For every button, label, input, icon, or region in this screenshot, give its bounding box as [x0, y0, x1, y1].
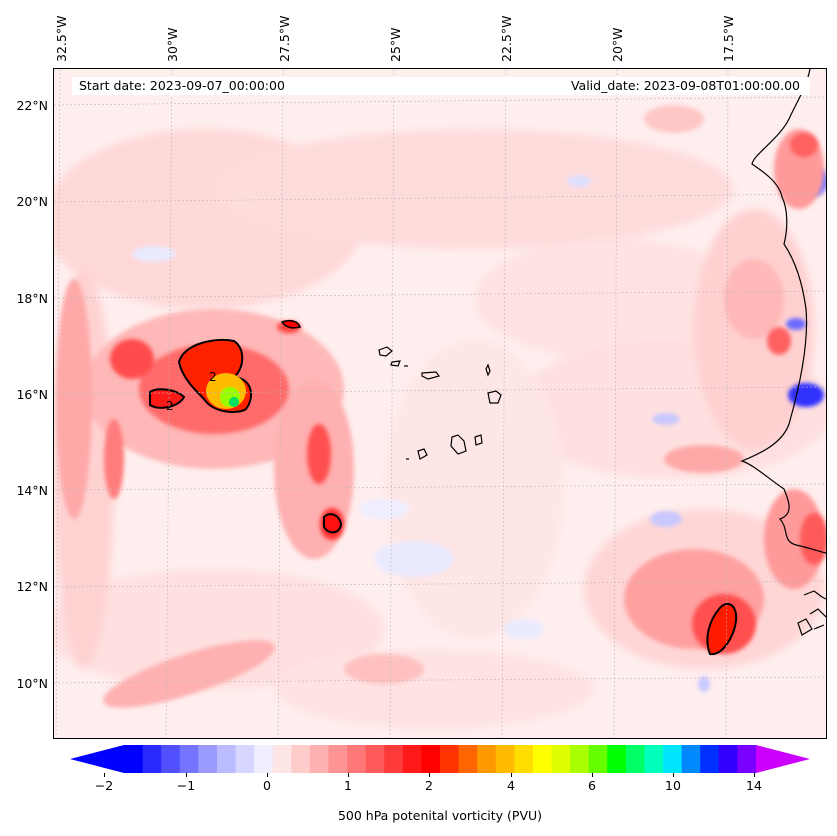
tick-label: 14 — [746, 778, 762, 793]
lat-label-22n: 22°N — [16, 98, 48, 113]
colorbar-swatch — [495, 745, 515, 773]
colorbar-swatch — [124, 745, 144, 773]
colorbar-swatch — [142, 745, 162, 773]
map-panel[interactable]: 2 2 Start date: 2023-09-07_00:00:00 Vali… — [53, 68, 827, 739]
colorbar-extend-low — [70, 745, 124, 773]
tick-label: −2 — [94, 778, 114, 793]
colorbar-swatch — [551, 745, 571, 773]
tick-label: 2 — [425, 778, 433, 793]
colorbar-swatch — [254, 745, 274, 773]
africa-coastline — [740, 69, 826, 554]
colorbar-swatch — [291, 745, 311, 773]
tick-label: 1 — [344, 778, 352, 793]
lat-label-10n: 10°N — [16, 676, 48, 691]
colorbar-swatch — [681, 745, 701, 773]
tick-mark — [429, 773, 430, 777]
colorbar-swatch — [588, 745, 608, 773]
tick-mark — [754, 773, 755, 777]
tick-mark — [673, 773, 674, 777]
lat-label-16n: 16°N — [16, 387, 48, 402]
colorbar-swatch — [440, 745, 460, 773]
colorbar-swatch — [458, 745, 478, 773]
tick-mark — [267, 773, 268, 777]
tick-label: 4 — [507, 778, 515, 793]
lat-label-14n: 14°N — [16, 483, 48, 498]
colorbar-swatch — [272, 745, 292, 773]
valid-date-label: Valid_date: 2023-09-08T01:00:00.00 — [570, 78, 800, 93]
tick-label: 10 — [665, 778, 681, 793]
colorbar-swatch — [216, 745, 237, 773]
lat-label-20n: 20°N — [16, 194, 48, 209]
colorbar-extend-high — [756, 745, 810, 773]
colorbar-swatch — [179, 745, 199, 773]
colorbar-swatch — [347, 745, 367, 773]
colorbar-swatch — [644, 745, 664, 773]
colorbar-swatch — [384, 745, 404, 773]
colorbar-swatch — [663, 745, 683, 773]
cape-verde-islands — [378, 346, 502, 460]
tick-mark — [186, 773, 187, 777]
lon-label-30w: 30°W — [165, 27, 180, 62]
lon-label-17.5w: 17.5°W — [721, 15, 736, 62]
start-date-label: Start date: 2023-09-07_00:00:00 — [79, 78, 285, 93]
colorbar-swatch — [737, 745, 757, 773]
date-info-bar — [72, 77, 810, 95]
colorbar-swatch — [161, 745, 181, 773]
colorbar-swatch — [365, 745, 385, 773]
tick-mark — [104, 773, 105, 777]
tick-mark — [348, 773, 349, 777]
colorbar-swatch — [570, 745, 590, 773]
graticule — [54, 69, 826, 738]
bijagos-coastline — [797, 590, 826, 636]
tick-label: −1 — [176, 778, 196, 793]
contour-label: 2 — [166, 399, 174, 413]
lon-label-27.5w: 27.5°W — [277, 15, 292, 62]
colorbar-swatch — [309, 745, 329, 773]
colorbar-swatch — [625, 745, 645, 773]
tick-label: 6 — [588, 778, 596, 793]
colorbar — [70, 745, 810, 773]
contour-label: 2 — [209, 370, 217, 384]
tick-mark — [592, 773, 593, 777]
colorbar-segments — [124, 745, 757, 773]
colorbar-swatch — [402, 745, 422, 773]
lon-label-25w: 25°W — [388, 27, 403, 62]
colorbar-swatch — [477, 745, 497, 773]
lon-label-32.5w: 32.5°W — [54, 15, 69, 62]
pv-maximum-core — [149, 319, 738, 656]
colorbar-swatch — [328, 745, 348, 773]
colorbar-swatch — [700, 745, 720, 773]
lon-label-22.5w: 22.5°W — [499, 15, 514, 62]
colorbar-swatch — [718, 745, 738, 773]
pv-contour-map: 2 2 — [54, 69, 826, 738]
colorbar-swatch — [235, 745, 255, 773]
tick-mark — [511, 773, 512, 777]
lon-label-20w: 20°W — [610, 27, 625, 62]
colorbar-swatch — [607, 745, 627, 773]
lat-label-12n: 12°N — [16, 579, 48, 594]
colorbar-swatch — [532, 745, 553, 773]
tick-label: 0 — [263, 778, 271, 793]
colorbar-label: 500 hPa potenital vorticity (PVU) — [337, 808, 543, 823]
colorbar-swatch — [198, 745, 218, 773]
colorbar-swatch — [514, 745, 534, 773]
colorbar-swatch — [421, 745, 441, 773]
lat-label-18n: 18°N — [16, 291, 48, 306]
